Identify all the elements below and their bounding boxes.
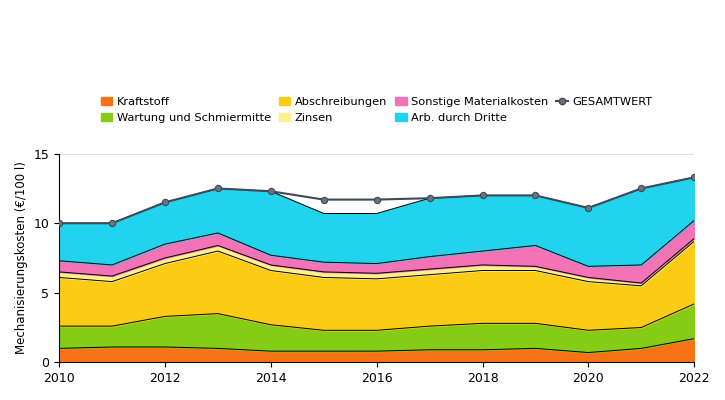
Y-axis label: Mechanisierungskosten (€/100 l): Mechanisierungskosten (€/100 l) <box>15 162 28 354</box>
Legend: Kraftstoff, Wartung und Schmiermitte, Abschreibungen, Zinsen, Sonstige Materialk: Kraftstoff, Wartung und Schmiermitte, Ab… <box>101 97 652 122</box>
